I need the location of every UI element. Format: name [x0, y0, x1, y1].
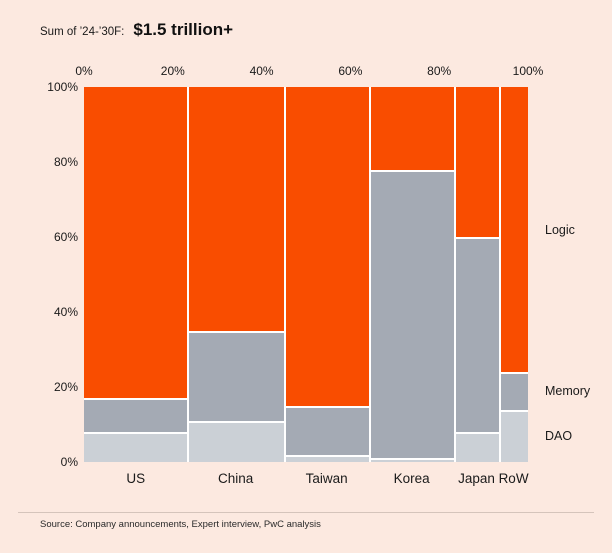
mekko-column-korea [369, 87, 454, 462]
segment-dao-japan [455, 432, 500, 462]
y-axis-tick-100pct: 100% [47, 80, 78, 94]
segment-logic-japan [455, 87, 500, 237]
category-label-china: China [217, 471, 254, 486]
x-axis-tick-100pct: 100% [512, 64, 544, 78]
segment-dao-korea [371, 458, 454, 462]
segment-logic-china [189, 87, 284, 331]
x-axis-tick-40pct: 40% [249, 64, 274, 78]
x-axis-tick-60pct: 60% [338, 64, 363, 78]
segment-logic-taiwan [285, 87, 370, 406]
segment-memory-us [84, 398, 188, 432]
mekko-column-us [84, 87, 188, 462]
segment-dao-china [189, 420, 284, 462]
x-axis-tick-20pct: 20% [160, 64, 185, 78]
segment-memory-korea [371, 169, 454, 459]
segment-dao-row [501, 409, 528, 462]
category-label-taiwan: Taiwan [305, 471, 348, 486]
segment-logic-korea [371, 87, 454, 170]
legend-label-logic: Logic [545, 222, 575, 237]
y-axis-tick-20pct: 20% [53, 380, 78, 394]
y-axis-tick-60pct: 60% [53, 230, 78, 244]
mekko-column-japan [453, 87, 500, 462]
source-note: Source: Company announcements, Expert in… [40, 519, 321, 530]
footer-divider [18, 512, 594, 513]
segment-memory-row [501, 372, 528, 410]
segment-dao-us [84, 432, 188, 462]
mekko-column-row [499, 87, 528, 462]
category-label-row: RoW [498, 471, 529, 486]
legend-label-dao: DAO [545, 428, 573, 443]
y-axis-tick-40pct: 40% [53, 305, 78, 319]
segment-logic-us [84, 87, 188, 399]
segment-memory-china [189, 330, 284, 421]
mekko-plot-area [84, 87, 528, 462]
chart-title-prefix: Sum of ’24-’30F: [40, 26, 125, 38]
mekko-column-china [187, 87, 284, 462]
mekko-column-taiwan [283, 87, 370, 462]
segment-memory-japan [455, 237, 500, 432]
y-axis-tick-80pct: 80% [53, 155, 78, 169]
legend-label-memory: Memory [545, 383, 591, 398]
y-axis-tick-0pct: 0% [60, 455, 78, 469]
segment-logic-row [501, 87, 528, 372]
chart-title-value: $1.5 trillion+ [133, 20, 234, 39]
chart-title: Sum of ’24-’30F: $1.5 trillion+ [40, 20, 233, 40]
category-label-japan: Japan [458, 471, 495, 486]
category-label-us: US [126, 471, 146, 486]
segment-dao-taiwan [285, 454, 370, 462]
x-axis-tick-0pct: 0% [75, 64, 93, 78]
segment-memory-taiwan [285, 405, 370, 455]
x-axis-tick-80pct: 80% [427, 64, 452, 78]
category-label-korea: Korea [393, 471, 430, 486]
